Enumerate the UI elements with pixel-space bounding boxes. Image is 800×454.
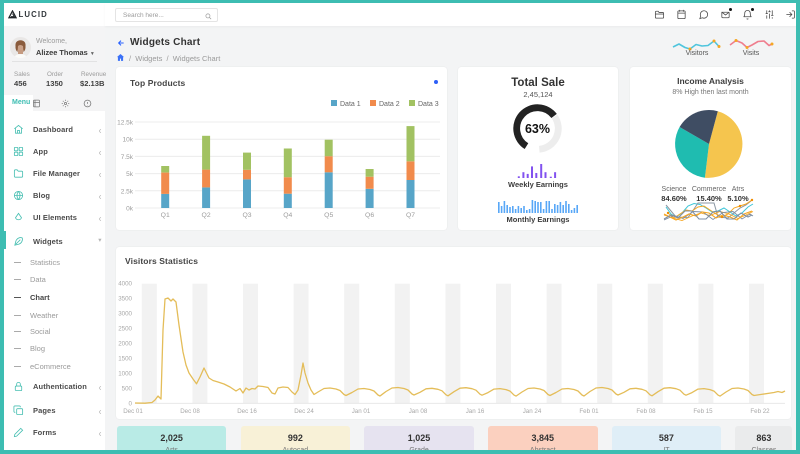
svg-text:Data 1: Data 1: [340, 101, 361, 108]
svg-text:Feb 15: Feb 15: [693, 408, 713, 415]
svg-text:Commerce: Commerce: [692, 186, 726, 193]
svg-text:Q2: Q2: [202, 212, 211, 219]
svg-text:3500: 3500: [118, 296, 132, 303]
svg-text:Jan 08: Jan 08: [409, 408, 428, 415]
svg-text:2500: 2500: [118, 326, 132, 333]
svg-text:Feb 22: Feb 22: [750, 408, 770, 415]
svg-text:Q1: Q1: [161, 212, 170, 219]
svg-text:5k: 5k: [126, 171, 134, 178]
svg-text:Science: Science: [662, 186, 687, 193]
svg-text:Atrs: Atrs: [732, 186, 745, 193]
svg-text:Q4: Q4: [283, 212, 292, 219]
svg-text:Dec 16: Dec 16: [237, 408, 257, 415]
svg-text:84.60%: 84.60%: [661, 194, 687, 203]
svg-text:5.10%: 5.10%: [727, 194, 749, 203]
svg-text:3000: 3000: [118, 311, 132, 318]
svg-text:0k: 0k: [126, 206, 134, 213]
svg-text:Q5: Q5: [324, 212, 333, 219]
svg-text:Jan 24: Jan 24: [523, 408, 542, 415]
svg-text:63%: 63%: [525, 122, 550, 136]
svg-text:2.5k: 2.5k: [121, 188, 134, 195]
svg-text:Q3: Q3: [242, 212, 251, 219]
svg-text:1500: 1500: [118, 356, 132, 363]
svg-text:10k: 10k: [123, 137, 134, 144]
svg-text:500: 500: [122, 385, 133, 392]
svg-text:Q7: Q7: [406, 212, 415, 219]
svg-text:7.5k: 7.5k: [121, 154, 134, 161]
svg-text:Jan 01: Jan 01: [352, 408, 371, 415]
svg-text:Q6: Q6: [365, 212, 374, 219]
svg-text:1000: 1000: [118, 371, 132, 378]
svg-text:12.5k: 12.5k: [117, 120, 134, 127]
svg-text:4000: 4000: [118, 281, 132, 288]
svg-text:Jan 16: Jan 16: [466, 408, 485, 415]
svg-text:0: 0: [129, 400, 133, 407]
svg-text:Dec 24: Dec 24: [294, 408, 314, 415]
svg-text:2000: 2000: [118, 341, 132, 348]
svg-text:Data 3: Data 3: [418, 101, 439, 108]
svg-text:Dec 08: Dec 08: [180, 408, 200, 415]
svg-text:Feb 01: Feb 01: [579, 408, 599, 415]
svg-text:Dec 01: Dec 01: [123, 408, 143, 415]
svg-text:Feb 08: Feb 08: [636, 408, 656, 415]
svg-text:Data 2: Data 2: [379, 101, 400, 108]
svg-text:15.40%: 15.40%: [696, 194, 722, 203]
